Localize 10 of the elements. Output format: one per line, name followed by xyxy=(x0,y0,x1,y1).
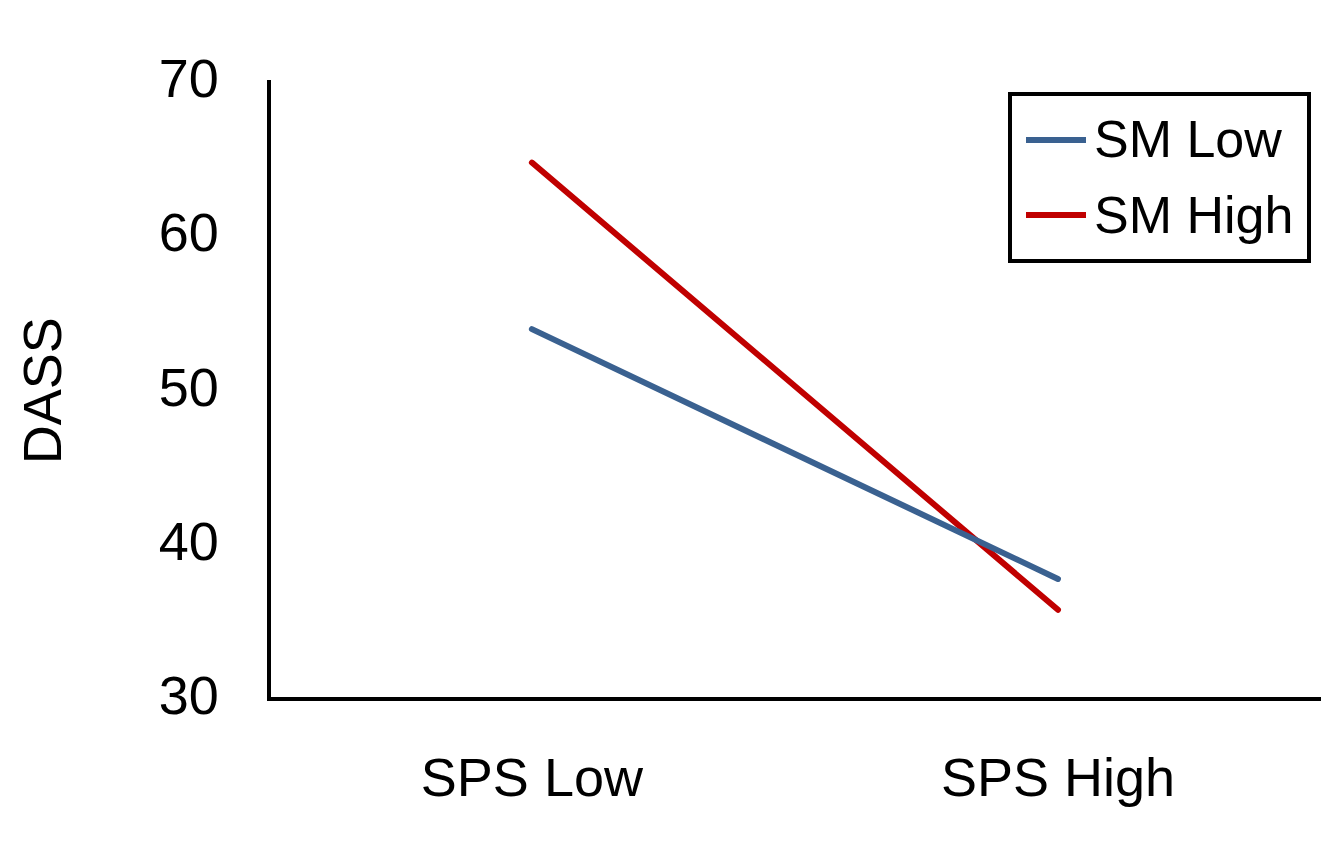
y-tick-label: 60 xyxy=(158,202,219,263)
x-tick-label: SPS High xyxy=(940,747,1176,808)
y-axis-title: DASS xyxy=(12,317,73,465)
y-tick-label: 30 xyxy=(158,665,219,726)
legend-label: SM High xyxy=(1094,184,1294,246)
y-tick-label: 50 xyxy=(158,356,219,417)
y-tick-label: 70 xyxy=(158,48,219,109)
x-tick-label: SPS Low xyxy=(420,747,644,808)
y-tick-label: 40 xyxy=(158,510,219,571)
legend-label: SM Low xyxy=(1094,109,1282,171)
